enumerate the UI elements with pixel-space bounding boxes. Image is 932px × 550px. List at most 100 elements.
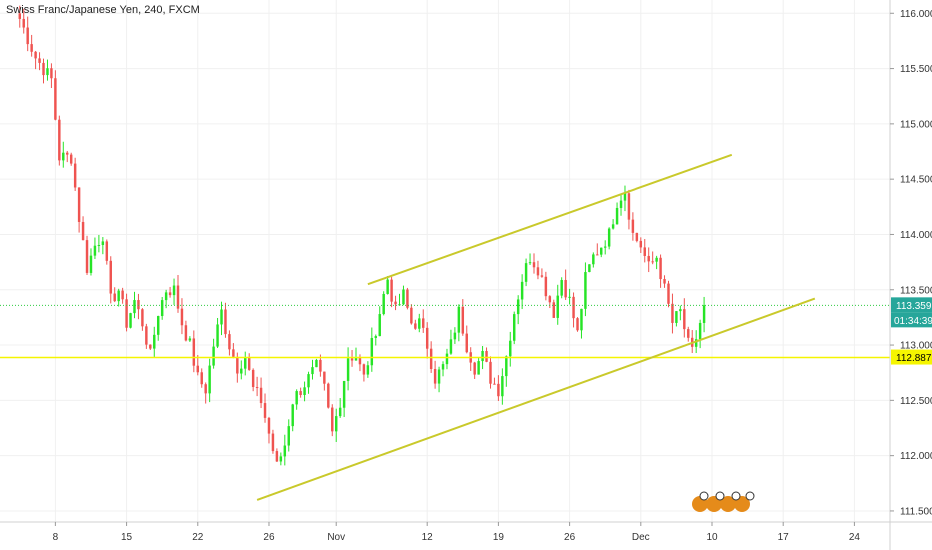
candle-body — [528, 262, 532, 264]
candle-body — [362, 364, 366, 375]
candle-body — [694, 339, 698, 347]
candle-body — [635, 232, 639, 241]
candle-body — [453, 332, 457, 340]
candle-body — [160, 300, 164, 317]
price-tick-label: 114.000 — [900, 230, 932, 241]
candle-body — [22, 18, 25, 28]
candle-body — [259, 387, 263, 404]
candle-body — [271, 433, 275, 452]
candle-body — [212, 346, 215, 366]
time-tick-label: 26 — [263, 532, 275, 543]
candle-body — [208, 365, 211, 394]
time-tick-label: 22 — [192, 532, 204, 543]
support-level-tag — [891, 349, 932, 365]
candle-body — [180, 308, 184, 326]
candle-body — [485, 350, 488, 362]
candle-body — [655, 257, 658, 262]
candle-body — [303, 387, 306, 395]
candle-body — [568, 296, 571, 298]
candle-body — [93, 245, 97, 256]
candle-body — [184, 325, 188, 341]
candle-body — [97, 245, 101, 247]
candle-body — [651, 261, 654, 263]
candle-body — [398, 304, 401, 306]
time-tick-label: Nov — [327, 532, 345, 543]
candle-body — [125, 299, 128, 328]
candle-body — [449, 339, 453, 354]
candle-body — [639, 240, 643, 248]
candle-body — [429, 348, 433, 370]
candle-body — [564, 280, 567, 298]
time-tick-label: 19 — [493, 532, 505, 543]
candle-body — [643, 247, 646, 256]
candle-body — [251, 369, 255, 388]
candle-body — [698, 322, 702, 340]
candle-body — [342, 380, 346, 408]
price-tick-label: 111.500 — [900, 506, 932, 517]
candle-body — [647, 255, 650, 262]
candle-body — [117, 290, 120, 302]
candle-body — [168, 292, 172, 296]
candle-body — [659, 257, 662, 280]
candle-body — [675, 311, 678, 323]
candle-body — [287, 426, 290, 446]
candle-body — [623, 193, 627, 201]
candle-body — [410, 307, 413, 324]
candle-body — [172, 285, 176, 296]
candle-body — [441, 364, 445, 370]
candle-body — [244, 357, 247, 369]
candle-body — [667, 283, 670, 304]
candle-body — [615, 207, 619, 225]
candle-body — [141, 309, 144, 327]
candle-body — [50, 68, 53, 79]
time-tick-label: 10 — [706, 532, 718, 543]
candle-body — [34, 51, 37, 59]
trendline-channel-top — [367, 153, 733, 286]
candle-body — [133, 300, 136, 314]
candle-body — [275, 451, 279, 462]
candle-body — [315, 359, 318, 368]
candle-body — [307, 374, 310, 388]
candle-body — [46, 68, 49, 76]
candle-body — [323, 371, 326, 384]
candle-body — [425, 327, 429, 349]
candle-body — [473, 362, 476, 375]
candle-body — [299, 391, 302, 395]
candle-body — [69, 154, 73, 164]
candle-body — [228, 334, 231, 350]
candle-body — [145, 326, 148, 345]
countdown-tag — [891, 312, 932, 328]
candle-body — [576, 318, 579, 331]
candle-body — [445, 353, 449, 365]
candle-body — [153, 334, 156, 349]
candle-body — [200, 372, 203, 385]
candle-body — [346, 358, 350, 381]
candle-body — [627, 193, 631, 220]
price-tick-label: 113.000 — [900, 341, 932, 352]
candle-body — [334, 416, 338, 432]
candle-body — [319, 359, 322, 372]
candle-body — [465, 333, 468, 353]
price-tick-label: 114.500 — [900, 175, 932, 186]
candle-body — [109, 260, 112, 294]
candle-body — [283, 445, 287, 457]
price-tick-label: 113.500 — [900, 285, 932, 296]
candle-body — [687, 329, 690, 338]
candle-body — [113, 293, 116, 302]
candle-body — [370, 337, 374, 366]
candle-body — [552, 302, 556, 318]
candle-body — [291, 404, 294, 427]
candle-body — [422, 318, 425, 328]
candle-body — [509, 340, 512, 357]
candle-body — [433, 369, 437, 384]
candle-body — [196, 365, 200, 373]
candle-body — [327, 383, 330, 408]
candle-body — [129, 313, 132, 328]
time-tick-label: 24 — [849, 532, 861, 543]
current-price-tag — [891, 297, 932, 313]
candle-body — [548, 296, 552, 303]
support-level-label: 112.887 — [896, 353, 932, 364]
candle-body — [121, 290, 124, 300]
candle-body — [279, 456, 283, 462]
